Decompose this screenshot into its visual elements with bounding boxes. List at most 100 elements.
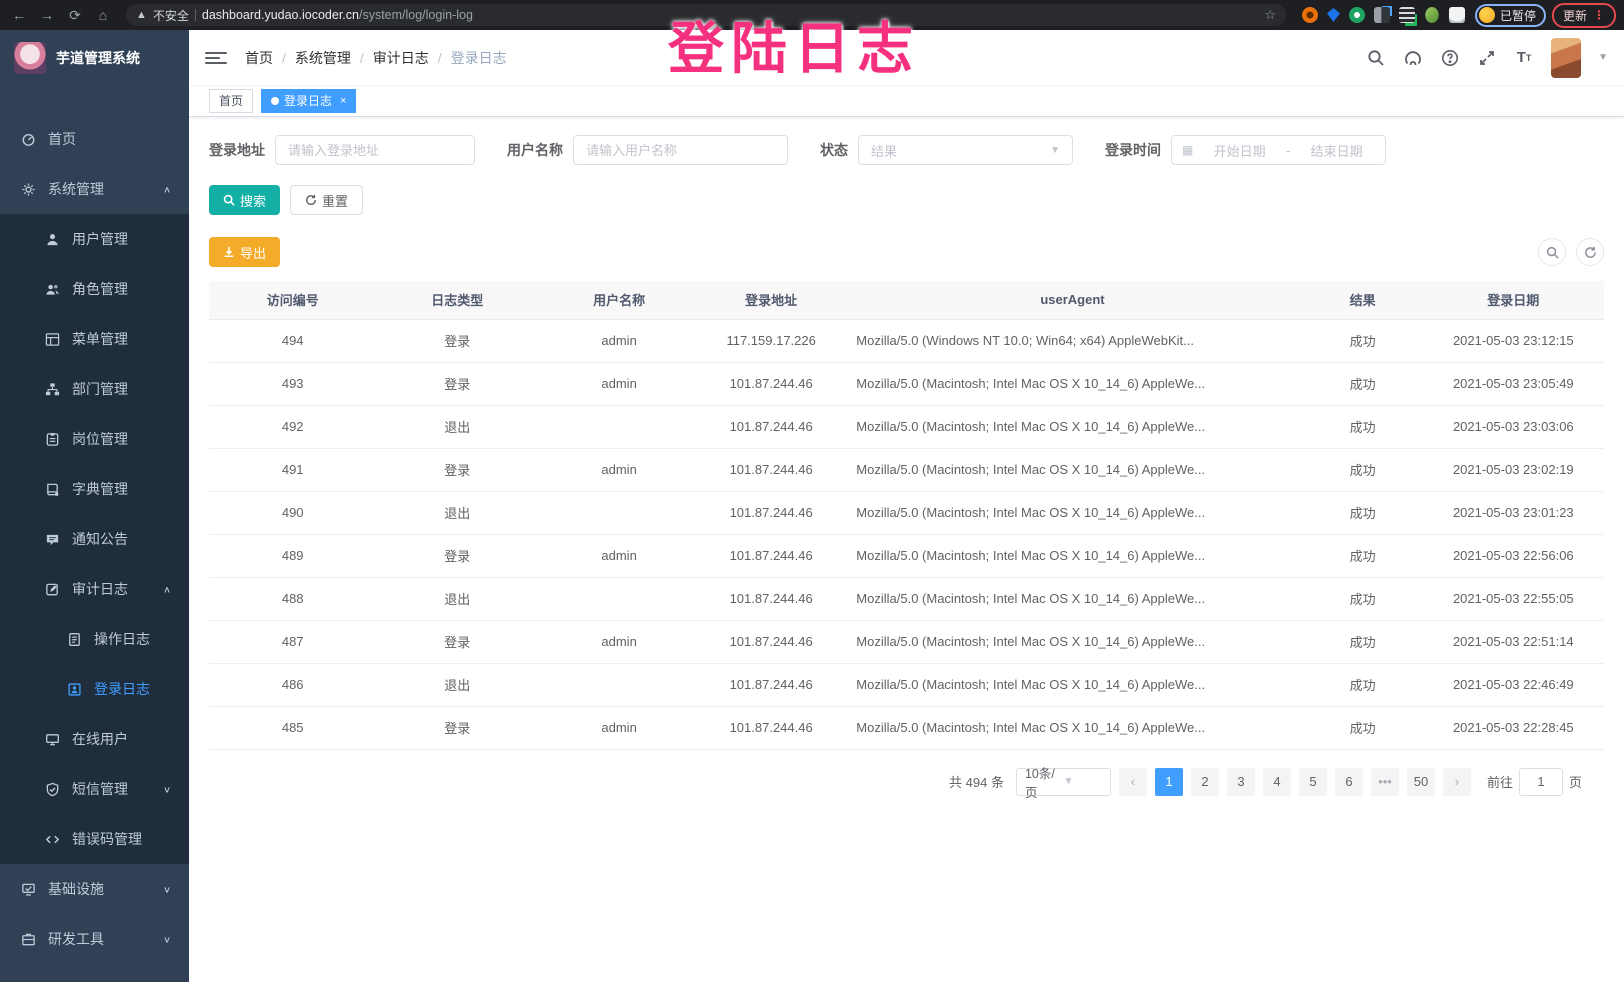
prev-page-button[interactable]: ‹ bbox=[1118, 767, 1147, 796]
search-icon[interactable] bbox=[1366, 48, 1386, 68]
browser-forward-icon[interactable]: → bbox=[40, 7, 54, 23]
chevron-down-icon: ∨ bbox=[162, 784, 171, 795]
page-size-select[interactable]: 10条/页 ▼ bbox=[1015, 767, 1111, 800]
extension-gem-icon[interactable] bbox=[1326, 8, 1340, 22]
cell-r5c5: Mozilla/5.0 (Macintosh; Intel Mac OS X 1… bbox=[842, 491, 1303, 535]
sidebar-item-14[interactable]: 短信管理 ∨ bbox=[0, 764, 189, 814]
page-button-50[interactable]: 50 bbox=[1406, 767, 1435, 796]
refresh-table-button[interactable] bbox=[1576, 238, 1604, 266]
browser-home-icon[interactable]: ⌂ bbox=[98, 7, 108, 23]
gear-icon bbox=[20, 181, 36, 197]
browser-profile-badge[interactable]: 已暂停 bbox=[1474, 3, 1546, 27]
page-button-2[interactable]: 2 bbox=[1190, 767, 1219, 796]
column-header-2: 日志类型 bbox=[376, 281, 539, 320]
username-label: 用户名称 bbox=[507, 142, 563, 158]
tag-2[interactable]: 登录日志 × bbox=[261, 88, 357, 113]
sidebar-item-1[interactable]: 首页 bbox=[0, 114, 189, 164]
extension-leaf-icon[interactable] bbox=[1425, 7, 1439, 23]
sidebar-item-10[interactable]: 审计日志 ∧ bbox=[0, 564, 189, 614]
search-button[interactable]: 搜索 bbox=[209, 185, 281, 215]
sidebar-item-16[interactable]: 基础设施 ∨ bbox=[0, 864, 189, 914]
table-row: 490 退出 101.87.244.46 Mozilla/5.0 (Macintosh… bbox=[209, 491, 1604, 535]
cell-r4c4: 101.87.244.46 bbox=[700, 448, 843, 492]
sidebar-item-4[interactable]: 角色管理 bbox=[0, 264, 189, 314]
security-label: 不安全 bbox=[152, 8, 189, 23]
hamburger-icon[interactable] bbox=[205, 51, 227, 64]
app-logo-row[interactable]: 芋道管理系统 bbox=[0, 30, 189, 86]
peoples-icon bbox=[44, 281, 60, 297]
close-icon[interactable]: × bbox=[340, 94, 347, 107]
cell-r9c7: 2021-05-03 22:46:49 bbox=[1422, 663, 1604, 707]
pagination-total: 共 494 条 bbox=[949, 775, 1004, 790]
extension-green-sync-icon[interactable] bbox=[1348, 7, 1365, 23]
table-row: 488 退出 101.87.244.46 Mozilla/5.0 (Macintosh… bbox=[209, 577, 1604, 621]
avatar-caret-icon[interactable]: ▼ bbox=[1598, 52, 1608, 63]
page-button-6[interactable]: 6 bbox=[1334, 767, 1363, 796]
sidebar-item-9[interactable]: 通知公告 bbox=[0, 514, 189, 564]
extension-tabs-on-icon[interactable] bbox=[1398, 7, 1415, 23]
extension-grid-icon[interactable] bbox=[1373, 7, 1390, 23]
sidebar-item-2[interactable]: 系统管理 ∧ bbox=[0, 164, 189, 214]
cell-r2c4: 101.87.244.46 bbox=[700, 362, 843, 406]
app-title: 芋道管理系统 bbox=[56, 50, 140, 66]
sidebar-item-17[interactable]: 研发工具 ∨ bbox=[0, 914, 189, 964]
breadcrumb-3[interactable]: 审计日志 bbox=[372, 49, 429, 66]
goto-page-input[interactable] bbox=[1518, 767, 1563, 796]
chevron-down-icon: ▼ bbox=[1063, 776, 1074, 787]
cell-r2c3: admin bbox=[538, 362, 701, 406]
browser-back-icon[interactable]: ← bbox=[12, 7, 26, 23]
page-button-4[interactable]: 4 bbox=[1262, 767, 1291, 796]
browser-menu-icon[interactable]: ⋮ bbox=[1593, 8, 1605, 22]
cell-r6c4: 101.87.244.46 bbox=[700, 534, 843, 578]
sidebar-item-12[interactable]: 登录日志 bbox=[0, 664, 189, 714]
dashboard-icon bbox=[20, 131, 36, 147]
page-button-3[interactable]: 3 bbox=[1226, 767, 1255, 796]
toggle-search-button[interactable] bbox=[1538, 238, 1566, 266]
sidebar-item-8[interactable]: 字典管理 bbox=[0, 464, 189, 514]
cell-r9c6: 成功 bbox=[1302, 663, 1423, 707]
reset-button[interactable]: 重置 bbox=[290, 185, 364, 215]
export-button[interactable]: 导出 bbox=[209, 237, 281, 267]
online-icon bbox=[44, 731, 60, 747]
more-pages-button[interactable]: ••• bbox=[1370, 767, 1399, 796]
table-row: 486 退出 101.87.244.46 Mozilla/5.0 (Macintosh… bbox=[209, 663, 1604, 707]
sidebar-item-3[interactable]: 用户管理 bbox=[0, 214, 189, 264]
page-button-5[interactable]: 5 bbox=[1298, 767, 1327, 796]
sidebar-item-13[interactable]: 在线用户 bbox=[0, 714, 189, 764]
user-avatar[interactable] bbox=[1551, 37, 1582, 78]
login-time-range-picker[interactable]: ▦ 开始日期 - 结束日期 bbox=[1171, 135, 1386, 165]
extensions-row bbox=[1298, 7, 1469, 23]
page-button-1[interactable]: 1 bbox=[1154, 767, 1183, 796]
cell-r8c7: 2021-05-03 22:51:14 bbox=[1422, 620, 1604, 664]
sidebar-item-11[interactable]: 操作日志 bbox=[0, 614, 189, 664]
cell-r9c4: 101.87.244.46 bbox=[700, 663, 843, 707]
github-icon[interactable] bbox=[1403, 48, 1423, 68]
bookmark-star-icon[interactable]: ☆ bbox=[1264, 7, 1276, 22]
cell-r1c4: 117.159.17.226 bbox=[700, 319, 843, 363]
browser-reload-icon[interactable]: ⟳ bbox=[69, 6, 81, 23]
status-select[interactable]: 结果 ▼ bbox=[858, 135, 1073, 165]
help-icon[interactable] bbox=[1440, 48, 1460, 68]
sidebar-item-5[interactable]: 菜单管理 bbox=[0, 314, 189, 364]
sidebar-item-6[interactable]: 部门管理 bbox=[0, 364, 189, 414]
sidebar-item-15[interactable]: 错误码管理 bbox=[0, 814, 189, 864]
breadcrumb-1[interactable]: 首页 bbox=[245, 49, 273, 66]
extension-orange-icon[interactable] bbox=[1301, 7, 1318, 23]
login-address-input[interactable] bbox=[275, 135, 475, 165]
username-input[interactable] bbox=[573, 135, 788, 165]
fullscreen-icon[interactable] bbox=[1477, 48, 1497, 68]
browser-update-button[interactable]: 更新 ⋮ bbox=[1551, 2, 1616, 28]
cell-r7c6: 成功 bbox=[1302, 577, 1423, 621]
extension-puzzle-icon[interactable] bbox=[1448, 7, 1465, 23]
sidebar-item-7[interactable]: 岗位管理 bbox=[0, 414, 189, 464]
login-time-label: 登录时间 bbox=[1105, 142, 1161, 158]
breadcrumb-2[interactable]: 系统管理 bbox=[294, 49, 351, 66]
tag-1[interactable]: 首页 bbox=[209, 88, 254, 113]
column-header-5: userAgent bbox=[842, 281, 1303, 320]
table-row: 491 登录 admin 101.87.244.46 Mozilla/5.0 (Maci… bbox=[209, 448, 1604, 492]
address-bar[interactable]: ▲ 不安全 dashboard.yudao.iocoder.cn/system/… bbox=[126, 4, 1286, 26]
next-page-button[interactable]: › bbox=[1442, 767, 1471, 796]
column-header-3: 用户名称 bbox=[538, 281, 701, 320]
